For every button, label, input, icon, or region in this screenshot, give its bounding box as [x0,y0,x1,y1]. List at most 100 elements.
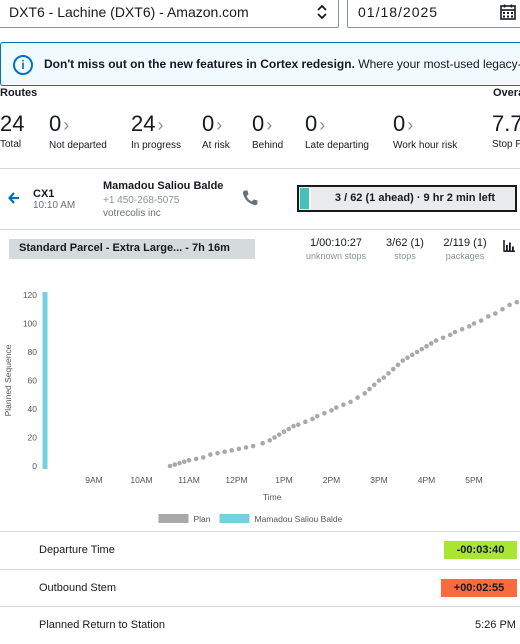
x-tick-label: 1PM [275,475,292,485]
metric-total: 24 Total [0,111,24,150]
stat-packages: 2/119 (1) packages [440,237,490,261]
plan-point [348,399,353,405]
plan-point [381,375,387,380]
plan-point [507,302,512,308]
divider [0,531,520,532]
overall-heading: Overa [493,87,520,99]
chevron-right-icon: › [63,115,70,135]
metric-value: 0 [252,111,265,136]
departure-time-badge: -00:03:40 [444,541,517,559]
plan-point [167,463,173,469]
info-icon: i [13,55,33,75]
date-input-value: 01/18/2025 [358,4,439,20]
y-tick-label: 20 [28,433,38,443]
stat-stops: 3/62 (1) stops [381,237,429,261]
plan-point [424,344,429,349]
station-select-value: DXT6 - Lachine (DXT6) - Amazon.com [9,4,249,20]
plan-point [428,341,434,346]
plan-point [281,429,287,435]
metric-value: 0 [49,111,62,136]
date-input[interactable]: 01/18/2025 [347,0,520,28]
plan-point [386,371,391,376]
metric-in-progress[interactable]: 24 › In progress [131,111,181,151]
planned-return-label: Planned Return to Station [39,619,165,631]
station-select[interactable]: DXT6 - Lachine (DXT6) - Amazon.com [0,0,339,28]
metric-label: Work hour risk [393,140,458,151]
plan-point [172,462,178,467]
metric-label: Behind [252,140,284,151]
chevron-right-icon: › [157,115,164,135]
divider [0,606,520,607]
top-bar: DXT6 - Lachine (DXT6) - Amazon.com 01/18… [0,0,520,34]
metric-not-departed[interactable]: 0 › Not departed [49,111,107,151]
outbound-stem-badge: +00:02:55 [441,579,517,597]
legend-swatch-driver [219,514,250,523]
divider [0,168,520,169]
plan-point [500,306,505,312]
back-arrow-icon[interactable] [8,191,20,205]
metric-late-departing[interactable]: 0 › Late departing [305,111,369,151]
plan-point [260,440,265,446]
chevron-up-down-icon [317,4,327,20]
plan-point [452,329,458,335]
plan-point [181,459,187,465]
banner-text: Don't miss out on the new features in Co… [44,57,520,71]
driver-phone: +1 450-268-5075 [103,195,180,206]
legend-label-plan: Plan [194,514,211,524]
banner-body-text: Where your most-used legacy- [354,57,520,71]
plan-point [229,448,235,453]
plan-point [362,391,368,396]
y-tick-label: 120 [23,290,37,300]
plan-point [355,395,360,400]
stat-label: packages [445,251,485,261]
metric-at-risk[interactable]: 0 › At risk [202,111,230,151]
y-tick-label: 80 [28,347,38,357]
progress-fill [300,188,311,209]
info-banner: i Don't miss out on the new features in … [0,42,520,86]
plan-point [395,362,401,368]
plan-point [400,358,406,363]
y-axis-title: Planned Sequence [3,344,13,416]
stat-unknown-stops: 1/00:10:27 unknown stops [301,237,371,261]
legend-label-driver: Mamadou Saliou Balde [255,514,343,524]
metric-value: 0 [305,111,318,136]
plan-point [193,456,199,462]
plan-point [341,402,346,408]
phone-icon[interactable] [241,189,259,207]
calendar-icon[interactable] [500,4,516,20]
plan-point [295,422,301,427]
bar-chart-icon[interactable] [503,240,515,252]
divider [0,229,520,230]
metric-behind[interactable]: 0 › Behind [252,111,283,151]
outbound-stem-label: Outbound Stem [39,582,117,594]
route-progress-bar: 3 / 62 (1 ahead) · 9 hr 2 min left [297,185,517,212]
metric-label: Late departing [305,140,369,151]
plan-point [485,314,491,319]
metric-work-hour-risk[interactable]: 0 › Work hour risk [393,111,457,151]
x-tick-label: 4PM [418,475,435,485]
plan-point [459,326,465,332]
plan-point [222,449,227,455]
banner-bold-text: Don't miss out on the new features in Co… [44,57,355,71]
plan-point [493,311,498,316]
plan-point [390,366,396,372]
x-tick-label: 12PM [225,475,247,485]
plan-point [267,438,273,443]
plan-point [447,332,453,338]
plan-point [250,443,256,449]
plan-point [276,432,282,437]
stat-value: 2/119 (1) [443,237,487,249]
y-tick-label: 100 [23,319,37,329]
plan-point [272,435,277,440]
plan-point [433,338,439,343]
x-axis-title: Time [263,492,282,502]
plan-point [286,426,292,432]
plan-point [200,455,206,460]
chevron-right-icon: › [319,115,326,135]
plan-point [419,346,425,352]
y-tick-label: 40 [28,404,38,414]
service-type-pill[interactable]: Standard Parcel - Extra Large... - 7h 16… [9,239,255,259]
stat-label: unknown stops [305,251,367,261]
route-time: 10:10 AM [33,200,76,211]
plan-point [322,410,327,416]
